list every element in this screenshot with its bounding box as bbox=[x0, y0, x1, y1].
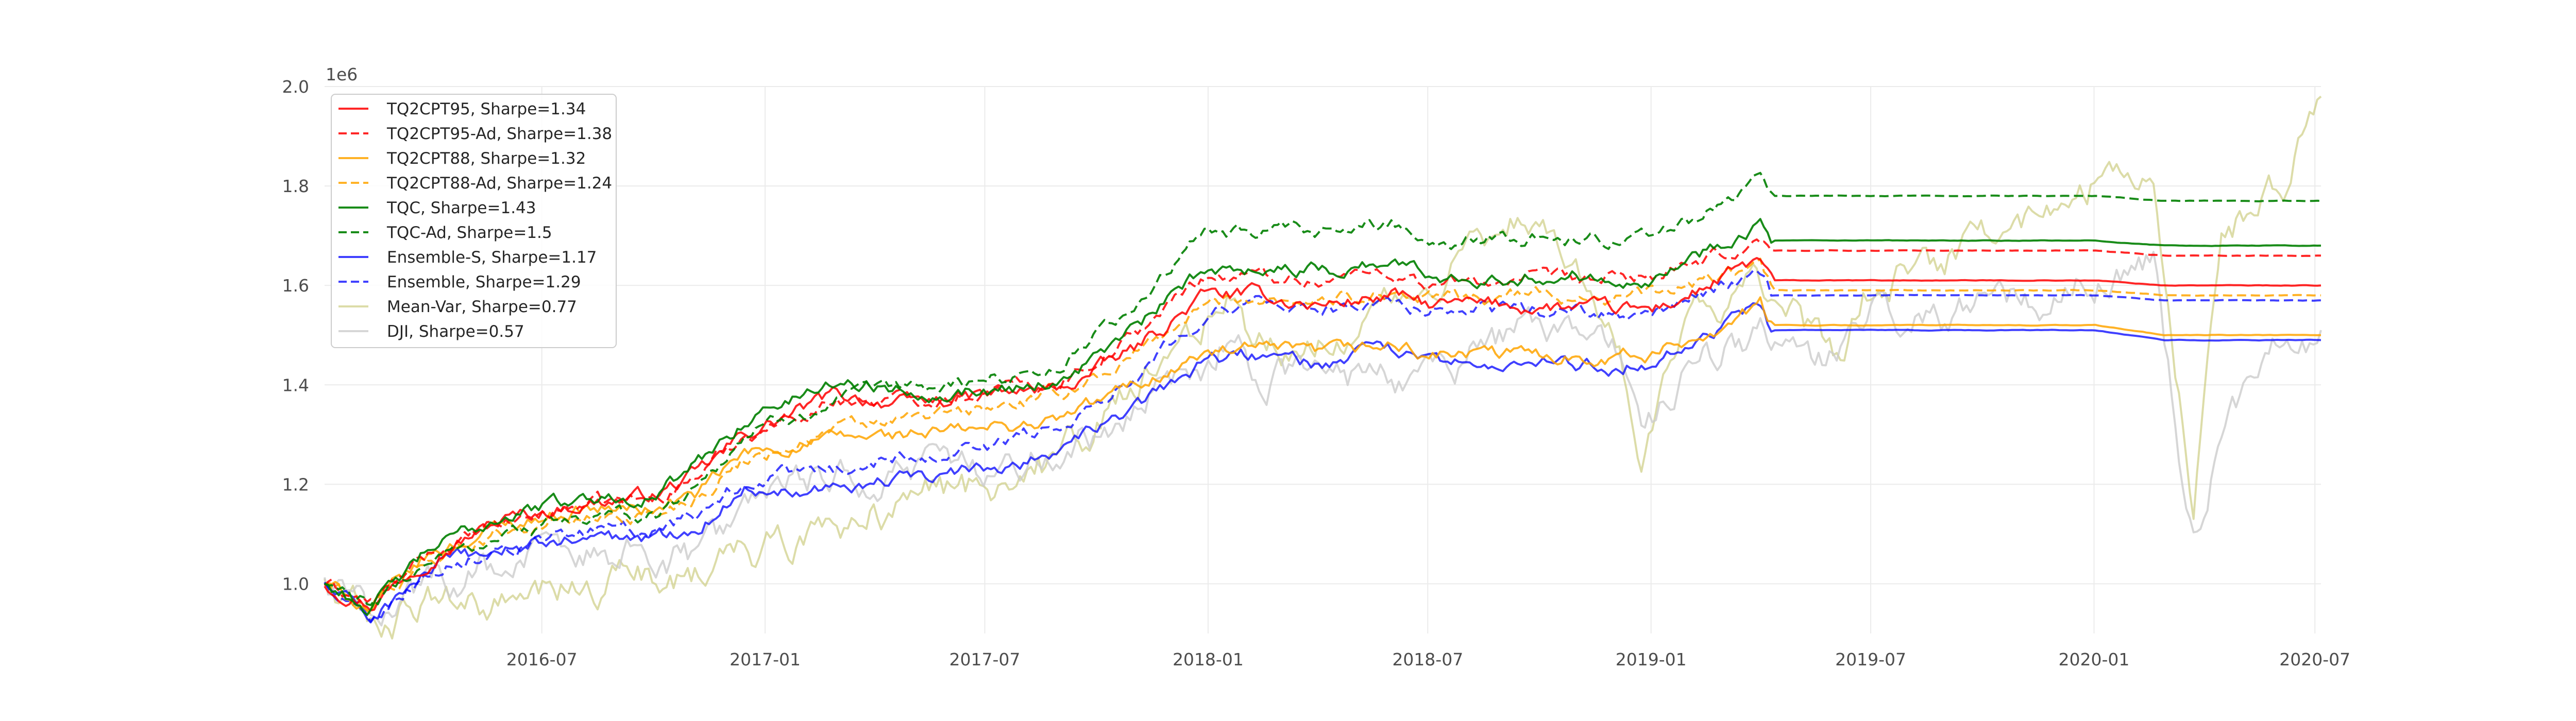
x-tick-label-7: 2020-01 bbox=[2059, 649, 2130, 670]
legend-label-7: Ensemble, Sharpe=1.29 bbox=[387, 273, 581, 291]
legend-box bbox=[331, 94, 617, 348]
series-line-3 bbox=[324, 258, 2321, 615]
legend-label-8: Mean-Var, Sharpe=0.77 bbox=[387, 298, 577, 316]
legend-label-6: Ensemble-S, Sharpe=1.17 bbox=[387, 248, 597, 267]
legend-label-1: TQ2CPT95-Ad, Sharpe=1.38 bbox=[386, 125, 612, 143]
x-tick-label-3: 2018-01 bbox=[1173, 649, 1244, 670]
x-tick-label-0: 2016-07 bbox=[506, 649, 578, 670]
x-tick-label-6: 2019-07 bbox=[1835, 649, 1906, 670]
legend-label-2: TQ2CPT88, Sharpe=1.32 bbox=[386, 149, 586, 168]
series-line-7 bbox=[324, 269, 2321, 623]
y-tick-label-3: 1.6 bbox=[282, 276, 309, 296]
x-tick-label-2: 2017-07 bbox=[950, 649, 1021, 670]
series-lines bbox=[324, 95, 2322, 640]
legend-label-4: TQC, Sharpe=1.43 bbox=[386, 199, 536, 217]
y-tick-label-1: 1.2 bbox=[282, 474, 309, 494]
x-tick-label-8: 2020-07 bbox=[2279, 649, 2350, 670]
y-axis-offset-label: 1e6 bbox=[326, 64, 358, 84]
legend: TQ2CPT95, Sharpe=1.34 TQ2CPT95-Ad, Sharpe… bbox=[331, 94, 617, 348]
y-tick-label-5: 2.0 bbox=[282, 77, 309, 97]
x-tick-label-4: 2018-07 bbox=[1392, 649, 1463, 670]
legend-label-5: TQC-Ad, Sharpe=1.5 bbox=[386, 224, 552, 242]
legend-label-0: TQ2CPT95, Sharpe=1.34 bbox=[386, 100, 586, 118]
tick-labels: 1.0 1.2 1.4 1.6 1.8 2.0 2016-07 2017-01 2017-07 2… bbox=[282, 77, 2351, 670]
y-tick-label-2: 1.4 bbox=[282, 375, 309, 395]
series-line-6 bbox=[324, 302, 2321, 624]
series-line-2 bbox=[324, 296, 2321, 611]
x-tick-label-1: 2017-01 bbox=[730, 649, 801, 670]
series-line-5 bbox=[324, 171, 2321, 606]
series-line-1 bbox=[324, 238, 2321, 604]
y-tick-label-0: 1.0 bbox=[282, 574, 309, 594]
series-line-4 bbox=[324, 218, 2321, 616]
legend-label-3: TQ2CPT88-Ad, Sharpe=1.24 bbox=[386, 174, 612, 193]
x-tick-label-5: 2019-01 bbox=[1616, 649, 1687, 670]
y-tick-label-4: 1.8 bbox=[282, 176, 309, 196]
series-line-8 bbox=[324, 95, 2322, 640]
legend-label-9: DJI, Sharpe=0.57 bbox=[387, 322, 524, 341]
